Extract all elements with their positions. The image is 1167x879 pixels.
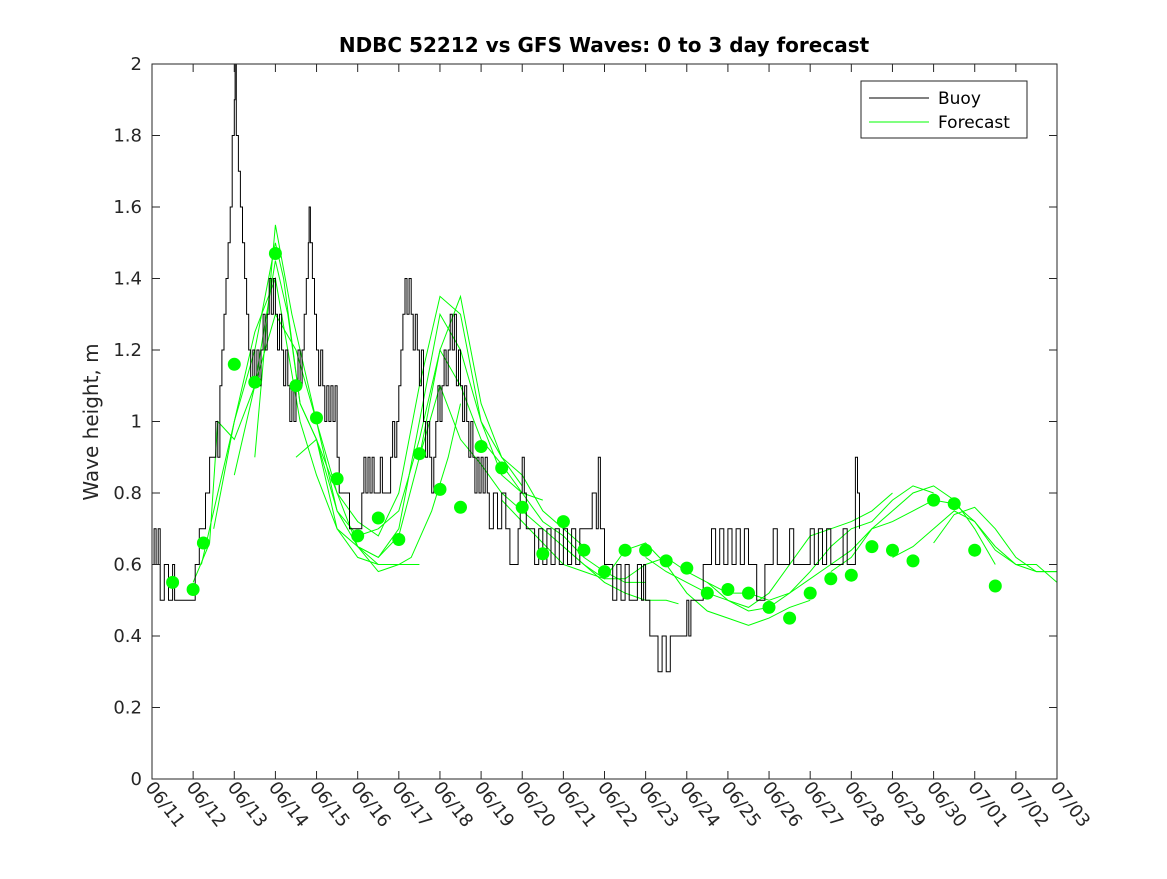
forecast-run-line <box>892 510 1057 583</box>
forecast-marker <box>330 472 344 486</box>
y-tick-label: 0.4 <box>113 626 142 647</box>
x-tick-label: 07/03 <box>1046 778 1094 832</box>
forecast-marker <box>196 536 210 550</box>
forecast-run-line <box>295 312 585 559</box>
forecast-run-line <box>563 542 811 626</box>
legend-buoy-label: Buoy <box>938 89 981 109</box>
forecast-marker <box>700 586 714 600</box>
forecast-run-line <box>200 242 420 565</box>
forecast-marker <box>474 440 488 453</box>
x-tick-label: 06/15 <box>305 778 353 832</box>
forecast-marker <box>515 500 529 514</box>
buoy-line <box>152 64 860 673</box>
forecast-marker <box>351 529 365 543</box>
forecast-marker <box>618 543 632 557</box>
x-tick-label: 06/16 <box>346 778 394 832</box>
legend-forecast-label: Forecast <box>938 113 1010 133</box>
forecast-marker <box>947 497 961 511</box>
forecast-marker <box>495 461 509 475</box>
x-tick-label: 06/25 <box>717 778 765 832</box>
x-tick-label: 07/01 <box>963 778 1011 832</box>
forecast-marker <box>166 575 180 589</box>
forecast-run-line <box>706 485 934 612</box>
forecast-marker <box>886 543 899 557</box>
forecast-marker <box>927 493 941 507</box>
forecast-marker <box>268 247 282 260</box>
forecast-marker <box>248 375 262 389</box>
forecast-marker <box>536 547 550 561</box>
x-tick-label: 06/19 <box>470 778 518 832</box>
x-tick-label: 06/28 <box>840 778 888 832</box>
forecast-marker <box>844 568 858 582</box>
forecast-marker <box>824 572 838 586</box>
forecast-marker <box>577 543 591 557</box>
y-tick-label: 1.6 <box>113 197 142 218</box>
forecast-marker <box>803 586 817 600</box>
forecast-marker <box>556 515 570 529</box>
forecast-marker <box>371 511 385 525</box>
y-tick-label: 2 <box>131 54 142 75</box>
forecast-run-line <box>933 506 1057 573</box>
x-tick-label: 06/27 <box>799 778 847 832</box>
y-tick-label: 1.4 <box>113 269 142 290</box>
legend-box <box>860 80 1028 139</box>
legend: Buoy Forecast <box>860 80 1028 139</box>
forecast-marker <box>988 579 1002 593</box>
y-tick-label: 0.2 <box>113 698 142 719</box>
y-tick-label: 0.8 <box>113 483 142 504</box>
forecast-marker <box>968 543 982 557</box>
x-tick-label: 06/17 <box>387 778 435 832</box>
x-tick-label: 06/21 <box>552 778 600 832</box>
forecast-marker <box>412 447 426 461</box>
plot-area <box>152 64 1057 673</box>
x-tick-label: 06/11 <box>141 778 189 832</box>
y-tick-label: 0 <box>131 769 142 790</box>
forecast-marker <box>433 482 447 496</box>
forecast-run-line <box>418 384 679 605</box>
x-tick-label: 06/12 <box>182 778 230 832</box>
y-tick-label: 1.2 <box>113 340 142 361</box>
y-tick-label: 0.6 <box>113 555 142 576</box>
forecast-run-line <box>233 294 523 537</box>
x-tick-label: 06/14 <box>264 778 312 832</box>
forecast-marker <box>906 554 920 568</box>
x-tick-label: 06/29 <box>881 778 929 832</box>
forecast-marker <box>742 586 755 600</box>
forecast-marker <box>721 583 735 596</box>
forecast-marker <box>227 357 241 371</box>
x-tick-label: 06/22 <box>593 778 641 832</box>
x-tick-label: 06/26 <box>758 778 806 832</box>
y-tick-label: 1 <box>131 412 142 433</box>
chart-title: NDBC 52212 vs GFS Waves: 0 to 3 day fore… <box>339 33 870 57</box>
forecast-marker <box>310 411 323 425</box>
x-tick-label: 07/02 <box>1005 778 1053 832</box>
forecast-marker <box>680 561 694 575</box>
forecast-marker <box>865 540 879 554</box>
forecast-run-line <box>645 492 893 608</box>
x-tick-label: 06/18 <box>429 778 477 832</box>
forecast-marker <box>598 565 611 579</box>
forecast-run-line <box>213 276 461 573</box>
x-tick-label: 06/24 <box>675 778 723 832</box>
forecast-marker <box>783 611 797 625</box>
forecast-marker <box>392 533 406 546</box>
forecast-marker <box>454 500 467 514</box>
x-tick-label: 06/30 <box>922 778 970 832</box>
forecast-marker <box>289 379 303 393</box>
x-tick-label: 06/23 <box>634 778 682 832</box>
x-tick-label: 06/13 <box>223 778 271 832</box>
forecast-marker <box>762 600 776 614</box>
forecast-marker <box>639 543 653 557</box>
y-axis-label: Wave height, m <box>79 343 103 500</box>
forecast-run-line <box>768 485 996 601</box>
x-tick-label: 06/20 <box>511 778 559 832</box>
forecast-run-line <box>830 499 1057 573</box>
forecast-marker <box>186 583 200 596</box>
y-tick-label: 1.8 <box>113 126 142 147</box>
forecast-marker <box>659 554 673 568</box>
axes: 00.20.40.60.811.21.41.61.8206/1106/1206/… <box>113 54 1094 832</box>
axes-box <box>151 63 1058 780</box>
